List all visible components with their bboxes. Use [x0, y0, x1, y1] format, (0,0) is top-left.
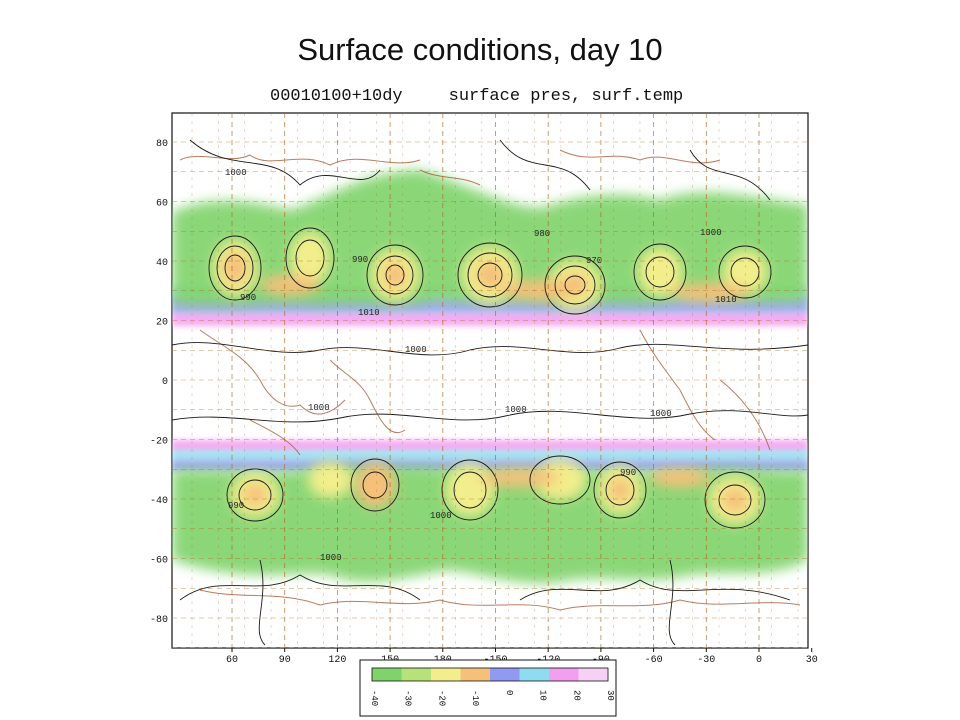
pressure-label: 990: [240, 293, 256, 303]
pressure-label: 1000: [650, 409, 672, 419]
lon-tick-label: -30: [697, 655, 715, 666]
field-names: surface pres, surf.temp: [448, 87, 684, 106]
pressure-label: 1000: [225, 168, 247, 178]
colorbar-bin: [431, 668, 461, 681]
south-temperature-band: [172, 440, 808, 584]
run-id: 00010100+10dy: [270, 87, 403, 106]
lon-tick-label: -60: [645, 655, 663, 666]
pressure-label: 980: [534, 229, 550, 239]
colorbar-tick-label: -30: [403, 690, 413, 706]
lat-lon-grid: [172, 113, 808, 648]
colorbar-tick-label: -40: [369, 690, 379, 706]
colorbar-bin: [549, 668, 579, 681]
colorbar-tick-label: 30: [605, 690, 615, 701]
pressure-label: 1000: [320, 553, 342, 563]
lat-tick-label: 40: [156, 258, 168, 269]
pressure-label: 1000: [700, 228, 722, 238]
coastlines: [179, 149, 801, 611]
map-header: 00010100+10dy surface pres, surf.temp: [270, 87, 729, 106]
lon-tick-label: 0: [756, 655, 762, 666]
colorbar-bin: [401, 668, 432, 681]
lat-tick-label: 60: [156, 199, 168, 210]
lat-tick-label: -80: [150, 615, 168, 626]
lat-tick-label: -20: [150, 437, 168, 448]
colorbar-tick-label: 20: [571, 690, 581, 701]
colorbar-bin: [519, 668, 550, 681]
lon-tick-label: 30: [806, 655, 818, 666]
colorbar-tick-label: 0: [504, 690, 514, 695]
pressure-contours: [172, 139, 808, 646]
colorbar-bin: [372, 668, 402, 681]
colorbar-tick-label: 10: [538, 690, 548, 701]
temperature-colorbar: -40 -30 -20 -10 0 10 20 30: [359, 659, 617, 717]
pressure-label: 970: [586, 256, 602, 266]
lon-tick-label: 120: [328, 655, 346, 666]
latitude-axis: 80 60 40 20 0 -20 -40 -60 -80: [150, 139, 168, 626]
colorbar-bin: [578, 668, 609, 681]
pressure-label: 1010: [715, 295, 737, 305]
lat-tick-label: -60: [150, 556, 168, 567]
colorbar-bin: [490, 668, 520, 681]
lat-tick-label: -40: [150, 496, 168, 507]
lat-tick-label: 80: [156, 139, 168, 150]
lat-tick-label: 0: [162, 377, 168, 388]
colorbar-bin: [460, 668, 491, 681]
pressure-label: 990: [620, 468, 636, 478]
pressure-label: 1000: [430, 511, 452, 521]
slide-title: Surface conditions, day 10: [297, 32, 663, 67]
lat-tick-label: 20: [156, 318, 168, 329]
pressure-label: 990: [352, 255, 368, 265]
pressure-label: 1010: [358, 308, 380, 318]
colorbar-tick-label: -20: [436, 690, 446, 706]
lon-tick-label: 60: [226, 655, 238, 666]
colorbar-tick-label: -10: [470, 690, 480, 706]
lon-tick-label: 90: [279, 655, 291, 666]
pressure-label: 1000: [308, 403, 330, 413]
pressure-label: 990: [228, 501, 244, 511]
